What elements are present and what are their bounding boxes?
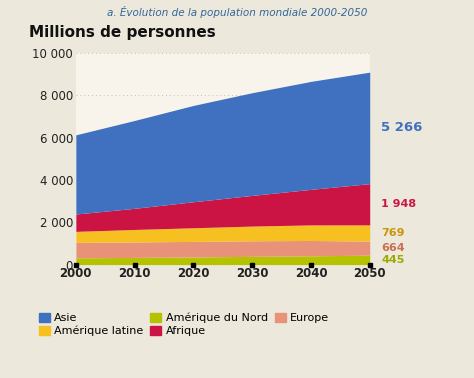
Text: 445: 445 xyxy=(382,255,405,265)
Text: 664: 664 xyxy=(382,243,405,253)
Text: 769: 769 xyxy=(382,228,405,238)
Text: Millions de personnes: Millions de personnes xyxy=(29,25,216,40)
Legend: Asie, Amérique latine, Amérique du Nord, Afrique, Europe: Asie, Amérique latine, Amérique du Nord,… xyxy=(35,308,334,341)
Text: 1 948: 1 948 xyxy=(382,199,417,209)
Text: a. Évolution de la population mondiale 2000-2050: a. Évolution de la population mondiale 2… xyxy=(107,6,367,18)
Text: 5 266: 5 266 xyxy=(382,121,423,134)
